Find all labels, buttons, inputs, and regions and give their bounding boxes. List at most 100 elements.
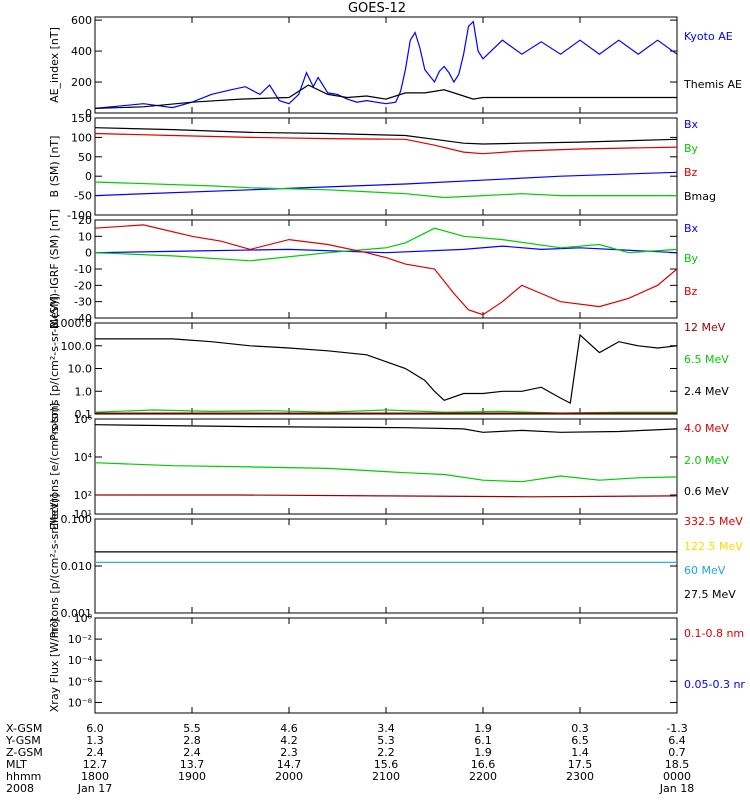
legend-entry: Bx <box>684 222 699 235</box>
y-tick-label: 0.010 <box>61 560 93 573</box>
y-tick-label: -50 <box>74 190 92 203</box>
x-axis-value: 4.6 <box>280 722 298 735</box>
y-tick-label: 400 <box>71 45 92 58</box>
x-row-label: 2008 <box>6 782 34 795</box>
legend-entry: 12 MeV <box>684 321 726 334</box>
series-line-by <box>94 227 678 262</box>
y-tick-label: 10 <box>78 230 92 243</box>
x-axis-value: 0000 <box>663 770 691 783</box>
series-line-themis-ae <box>94 84 677 109</box>
legend-entry: By <box>684 142 699 155</box>
y-axis-label: B (SM) [nT] <box>48 136 61 198</box>
y-tick-label: 10⁶ <box>74 413 93 426</box>
panel-1: 0 200 400 600 AE_index [nT] Kyoto AE Themis AE <box>48 14 742 120</box>
x-axis-value: 2000 <box>275 770 303 783</box>
x-axis-value: -1.3 <box>666 722 687 735</box>
panel-frame <box>94 518 678 614</box>
y-tick-label: 0 <box>85 107 92 120</box>
x-axis-value: 2100 <box>372 770 400 783</box>
y-tick-label: 10⁻⁸ <box>68 696 93 709</box>
y-tick-label: 100.0 <box>61 340 93 353</box>
x-axis-value: 12.7 <box>83 758 108 771</box>
legend-entry: Bmag <box>684 190 716 203</box>
y-tick-label: 10⁻⁴ <box>68 654 93 667</box>
series-line-bz <box>94 132 678 155</box>
legend-entry: Kyoto AE <box>684 30 733 43</box>
y-tick-label: 10¹ <box>74 508 92 521</box>
chart-title: GOES-12 <box>348 1 406 16</box>
x-axis-table: X-GSMY-GSMZ-GSMMLThhmm20086.01.32.412.71… <box>5 722 694 795</box>
y-tick-label: 150 <box>71 112 92 125</box>
legend-entry: Themis AE <box>683 78 742 91</box>
x-axis-value: 17.5 <box>568 758 593 771</box>
x-axis-value: 2.8 <box>183 734 201 747</box>
x-axis-value: 1900 <box>178 770 206 783</box>
y-axis-label: B (SM)-IGRF (SM) [nT] <box>48 209 61 329</box>
y-axis-label: AE_index [nT] <box>48 27 61 103</box>
x-axis-value: 3.4 <box>377 722 395 735</box>
series-line-bz <box>94 224 678 316</box>
x-axis-value: 13.7 <box>180 758 205 771</box>
y-axis-label: Electrons [e/(cm²-s-sr)] <box>48 403 61 530</box>
y-tick-label: 0.1 <box>75 408 93 421</box>
y-axis-label: Protons [p/(cm²-s-sr-MeV)] <box>48 494 61 639</box>
y-tick-label: -30 <box>74 296 92 309</box>
y-tick-label: 20 <box>78 214 92 227</box>
x-row-label: X-GSM <box>6 722 42 735</box>
x-axis-value: 2.4 <box>183 746 201 759</box>
x-axis-value: 1.3 <box>86 734 104 747</box>
y-tick-label: 10⁻⁶ <box>68 675 93 688</box>
y-tick-label: 10⁴ <box>74 451 93 464</box>
x-axis-value: 6.4 <box>668 734 686 747</box>
legend-entry: 4.0 MeV <box>684 422 729 435</box>
series-line-bx <box>94 171 678 197</box>
y-tick-label: -10 <box>74 263 92 276</box>
x-axis-value: 15.6 <box>374 758 399 771</box>
y-tick-label: 0 <box>85 170 92 183</box>
x-axis-value: 16.6 <box>471 758 496 771</box>
legend-entry: 2.0 MeV <box>684 454 729 467</box>
legend-entry: 0.6 MeV <box>684 485 729 498</box>
x-axis-value: 6.0 <box>86 722 104 735</box>
x-axis-value: 6.1 <box>474 734 492 747</box>
x-axis-value: 2.3 <box>280 746 298 759</box>
x-axis-value: 5.3 <box>377 734 395 747</box>
y-tick-label: 50 <box>78 151 92 164</box>
x-axis-value: 4.2 <box>280 734 298 747</box>
y-tick-label: 200 <box>71 76 92 89</box>
series-line-bx <box>94 245 678 254</box>
y-tick-label: -20 <box>74 279 92 292</box>
x-row-label: Z-GSM <box>6 746 43 759</box>
x-axis-value: 14.7 <box>277 758 302 771</box>
legend-entry: 60 MeV <box>684 564 726 577</box>
y-axis-label: Xray Flux [W/m²] <box>48 619 61 712</box>
legend-entry: 2.4 MeV <box>684 385 729 398</box>
panel-frame <box>94 219 678 319</box>
x-axis-value: 0.7 <box>668 746 686 759</box>
series-line-2-0-mev <box>94 462 678 483</box>
y-tick-label: 10² <box>74 489 92 502</box>
x-axis-value: 1.4 <box>571 746 589 759</box>
legend-entry: 6.5 MeV <box>684 353 729 366</box>
x-row-label: hhmm <box>6 770 41 783</box>
x-axis-value: 2.2 <box>377 746 395 759</box>
y-tick-label: 10⁰ <box>74 612 93 625</box>
legend-entry: 332.5 MeV <box>684 515 743 528</box>
series-line-bmag <box>94 127 678 145</box>
x-axis-value: 18.5 <box>665 758 690 771</box>
x-axis-value: 0.3 <box>571 722 589 735</box>
legend-entry: 27.5 MeV <box>684 588 736 601</box>
y-tick-label: 0 <box>85 247 92 260</box>
series-line-0-6-mev <box>94 424 678 433</box>
x-axis-value: 6.5 <box>571 734 589 747</box>
x-axis-value: 5.5 <box>183 722 201 735</box>
series-line-by <box>94 181 677 199</box>
series-line-4-0-mev <box>95 494 678 498</box>
x-axis-value: 1800 <box>81 770 109 783</box>
y-tick-label: 600 <box>71 14 92 27</box>
legend-entry: Bx <box>684 118 699 131</box>
legend-entry: By <box>684 252 699 265</box>
legend-entry: 0.1-0.8 nm <box>684 627 744 640</box>
panel-5: 10¹ 10² 10⁴ 10⁶ Electrons [e/(cm²-s-sr)] 4.0 … <box>48 403 729 530</box>
